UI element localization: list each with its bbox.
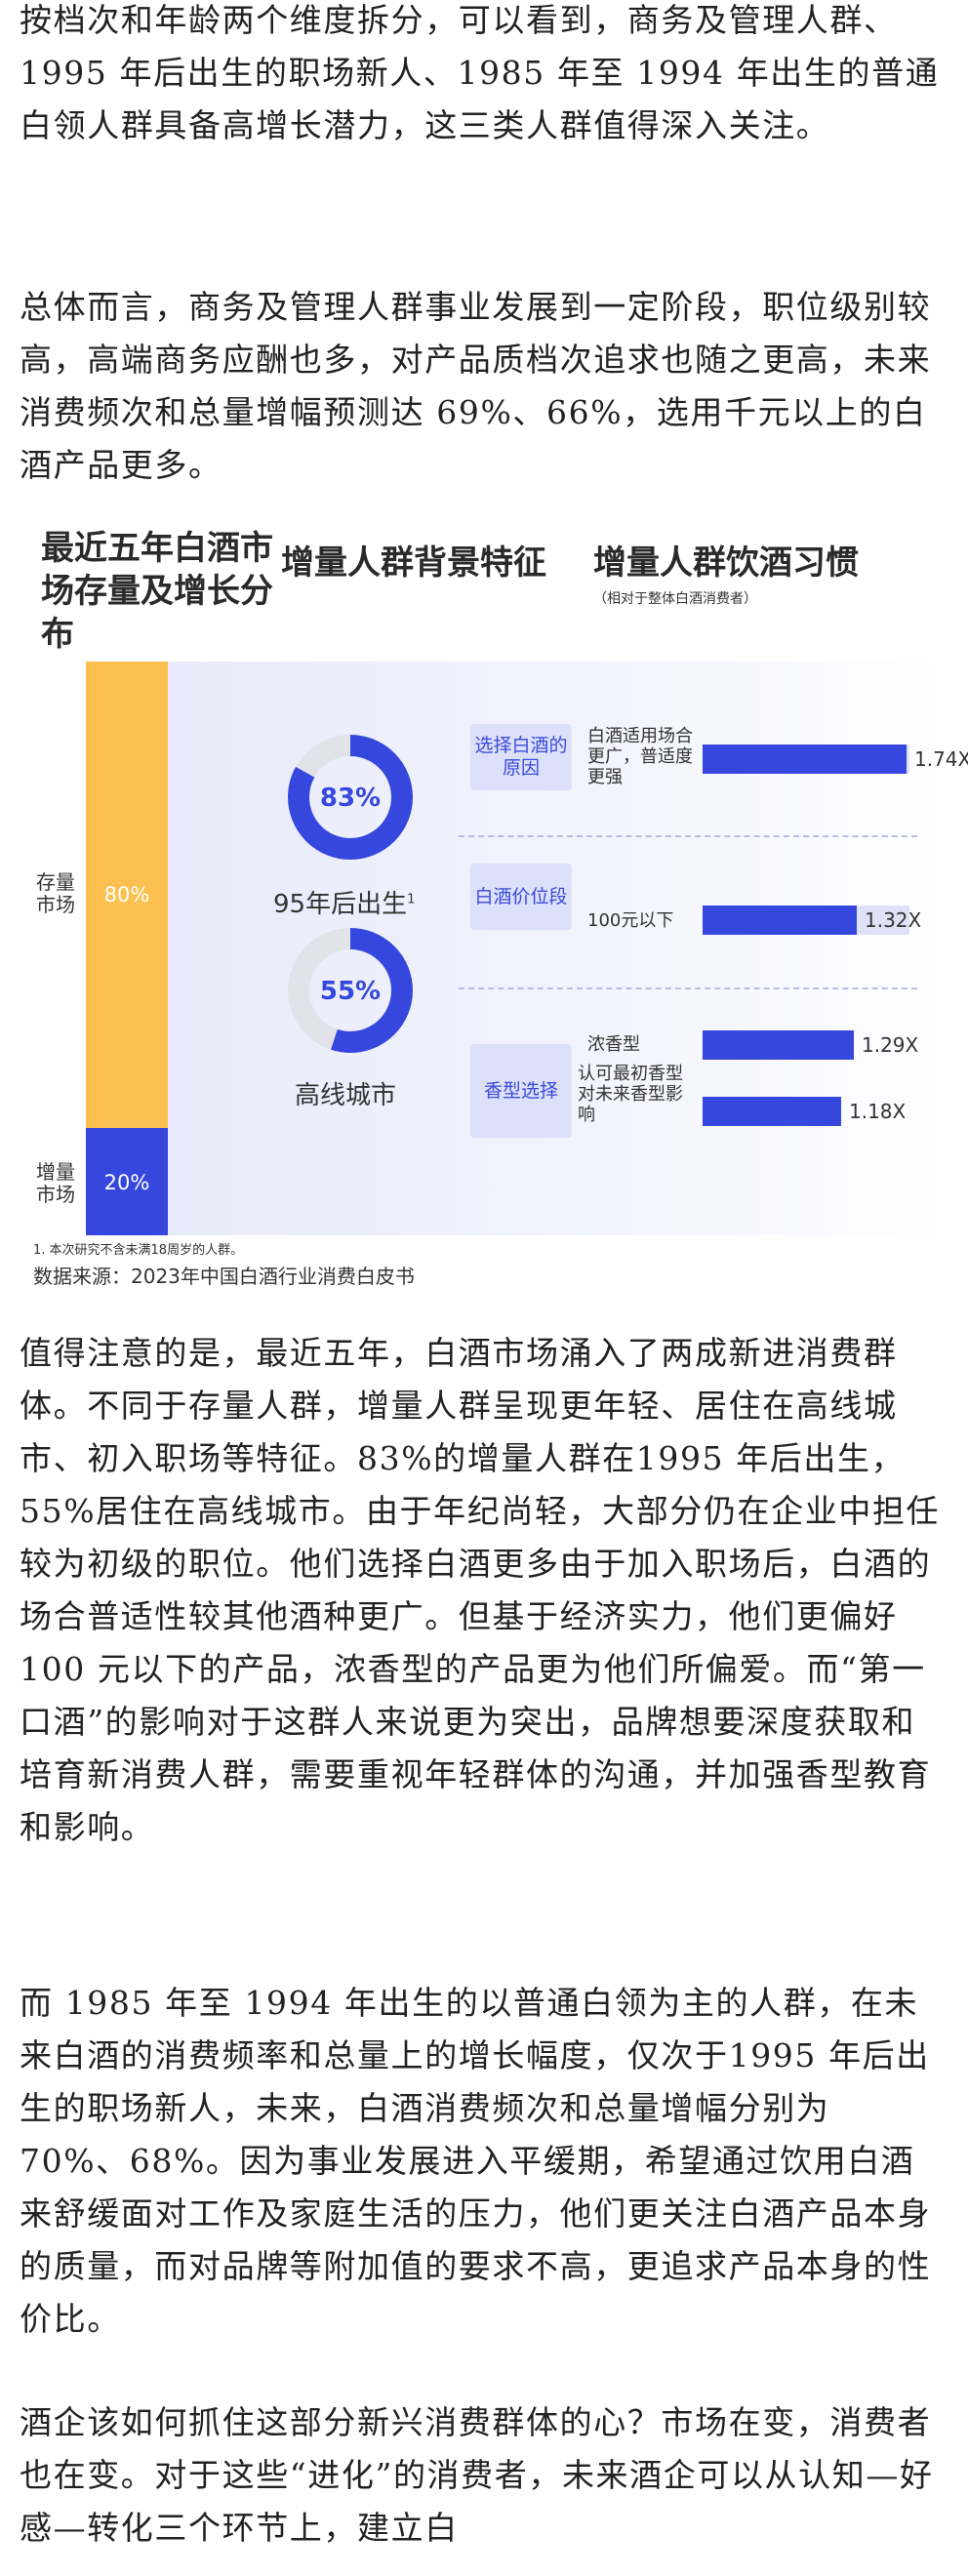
divider bbox=[459, 987, 917, 989]
drinking-habits-subheader: （相对于整体白酒消费者） bbox=[593, 591, 757, 607]
footnote-marker: 1 bbox=[407, 892, 416, 907]
desc-strong-aroma: 浓香型 bbox=[587, 1034, 640, 1055]
data-source: 数据来源：2023年中国白酒行业消费白皮书 bbox=[33, 1265, 415, 1288]
bar-strong-aroma bbox=[703, 1030, 854, 1060]
paragraph-1: 按档次和年龄两个维度拆分，可以看到，商务及管理人群、1995 年后出生的职场新人… bbox=[20, 1, 940, 144]
infographic: 最近五年白酒市场存量及增长分布 增量人群背景特征 增量人群饮酒习惯 （相对于整体… bbox=[29, 517, 968, 1298]
donut-value: 55% bbox=[320, 977, 381, 1006]
value-reason: 1.74X bbox=[914, 747, 968, 771]
tag-aroma: 香型选择 bbox=[470, 1044, 572, 1138]
bar-first-aroma bbox=[703, 1097, 841, 1126]
value-first-aroma: 1.18X bbox=[849, 1100, 907, 1123]
stock-market-label: 存量市场 bbox=[36, 870, 75, 916]
donut-value: 83% bbox=[320, 784, 381, 813]
background-features-header: 增量人群背景特征 bbox=[281, 543, 546, 583]
paragraph-5: 酒企该如何抓住这部分新兴消费群体的心？市场在变，消费者也在变。对于这些“进化”的… bbox=[20, 2403, 934, 2547]
value-price: 1.32X bbox=[865, 908, 922, 932]
bar-reason bbox=[703, 745, 907, 774]
drinking-habits-header: 增量人群饮酒习惯 bbox=[593, 543, 859, 583]
desc-reason: 白酒适用场合更广，普适度更强 bbox=[587, 726, 693, 787]
born-after-95-text: 95年后出生 bbox=[273, 890, 408, 919]
desc-price: 100元以下 bbox=[587, 910, 674, 931]
footnote: 1. 本次研究不含未满18周岁的人群。 bbox=[33, 1243, 244, 1258]
tag-reason: 选择白酒的原因 bbox=[470, 724, 572, 790]
high-tier-city-label: 高线城市 bbox=[295, 1081, 397, 1110]
donut-high-tier-city: 55% bbox=[288, 928, 413, 1053]
value-strong-aroma: 1.29X bbox=[862, 1033, 919, 1057]
tag-price: 白酒价位段 bbox=[470, 864, 572, 930]
born-after-95-label: 95年后出生1 bbox=[273, 884, 415, 920]
divider bbox=[459, 835, 917, 837]
paragraph-3: 值得注意的是，最近五年，白酒市场涌入了两成新进消费群体。不同于存量人群，增量人群… bbox=[20, 1334, 941, 1846]
paragraph-4: 而 1985 年至 1994 年出生的以普通白领为主的人群，在未来白酒的消费频率… bbox=[20, 1984, 932, 2338]
desc-first-aroma: 认可最初香型对未来香型影响 bbox=[578, 1064, 683, 1125]
donut-arc bbox=[288, 928, 413, 1053]
stock-market-bar bbox=[86, 662, 168, 1128]
donut-born-after-95: 83% bbox=[288, 735, 413, 860]
increment-market-label: 增量市场 bbox=[36, 1160, 75, 1206]
market-distribution-header: 最近五年白酒市场存量及增长分布 bbox=[41, 529, 273, 654]
donut-arc bbox=[288, 735, 413, 860]
increment-market-bar bbox=[86, 1128, 168, 1235]
bar-price bbox=[703, 906, 857, 935]
increment-market-percent: 20% bbox=[103, 1171, 150, 1194]
paragraph-2: 总体而言，商务及管理人群事业发展到一定阶段，职位级别较高，高端商务应酬也多，对产… bbox=[20, 288, 932, 484]
stock-market-percent: 80% bbox=[103, 883, 150, 906]
